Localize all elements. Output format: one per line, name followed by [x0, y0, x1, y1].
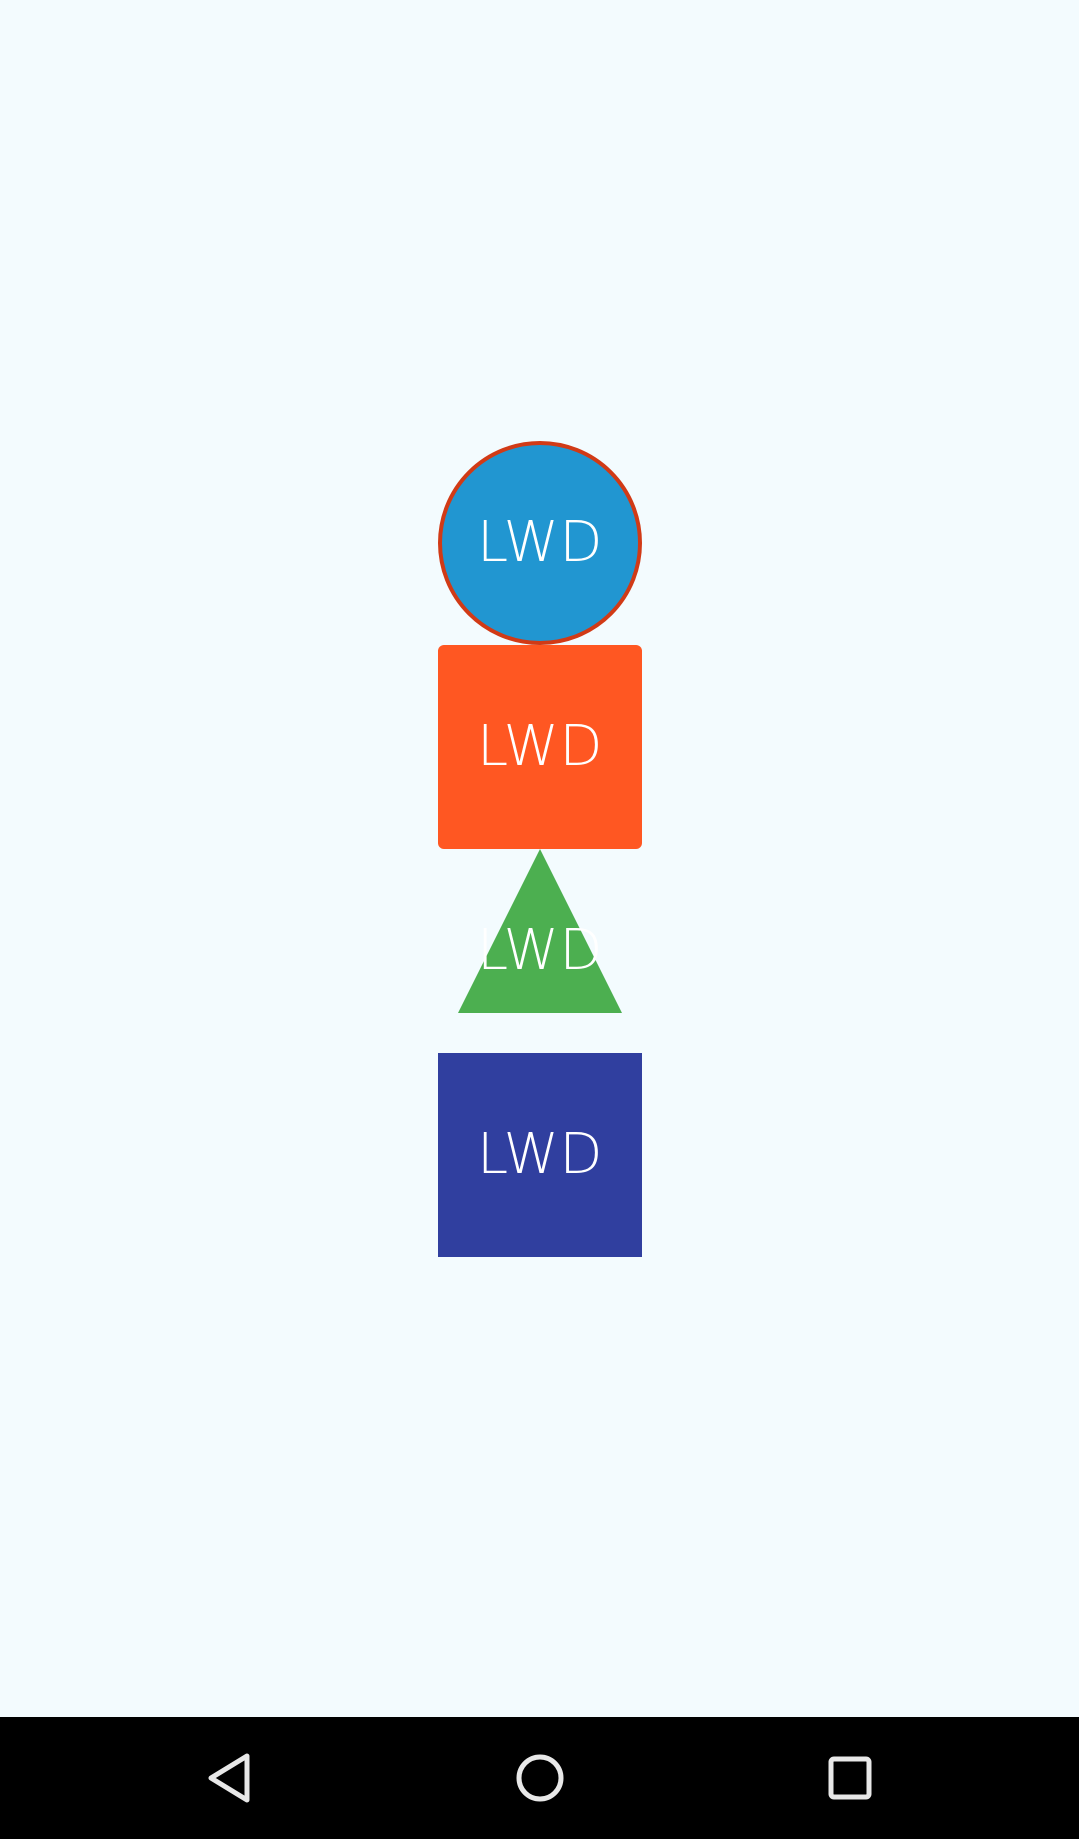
circle-label: LWD — [476, 510, 604, 575]
circle-shape[interactable]: LWD — [438, 441, 642, 645]
back-icon — [208, 1753, 250, 1803]
recents-button[interactable] — [790, 1717, 910, 1839]
recents-icon — [828, 1756, 872, 1800]
triangle-graphic — [458, 849, 622, 1013]
navigation-bar — [0, 1717, 1079, 1839]
rounded-square-shape[interactable]: LWD — [438, 645, 642, 849]
home-button[interactable] — [480, 1717, 600, 1839]
triangle-shape[interactable]: LWD — [438, 849, 642, 1053]
square-label: LWD — [476, 1122, 604, 1187]
square-shape[interactable]: LWD — [438, 1053, 642, 1257]
rounded-square-label: LWD — [476, 714, 604, 779]
back-button[interactable] — [171, 1717, 291, 1839]
home-icon — [516, 1754, 564, 1802]
triangle-label: LWD — [476, 918, 604, 983]
